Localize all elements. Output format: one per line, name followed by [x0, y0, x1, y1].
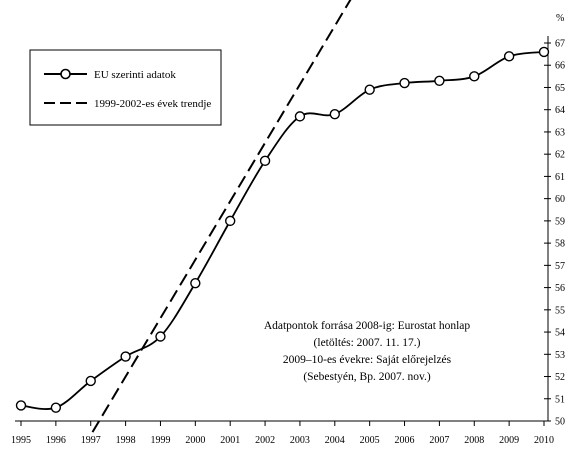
y-tick-label: 63: [555, 127, 565, 138]
y-tick-label: 64: [555, 105, 565, 116]
data-point: [259, 155, 271, 167]
data-point: [399, 77, 410, 89]
data-series: [15, 46, 550, 413]
legend-label-data-series: EU szerinti adatok: [94, 69, 176, 81]
x-tick-label: 1999: [150, 435, 170, 446]
y-tick-label: 52: [555, 372, 565, 383]
data-series-line: [20, 50, 545, 410]
annotation-line-2: (letöltés: 2007. 11. 17.): [314, 337, 421, 349]
y-tick-label: 51: [555, 394, 565, 405]
y-tick-label: 65: [555, 83, 565, 94]
y-tick-label: 67: [555, 39, 565, 50]
y-axis-ticks: 50 51 52 53 54 55 56 57 58 59 60 61 62 63 64 65 66 67: [544, 39, 565, 428]
x-tick-label: 1998: [116, 435, 136, 446]
y-tick-label: 55: [555, 305, 565, 316]
data-point: [85, 375, 96, 387]
x-axis-ticks: 1995 1996 1997 1998 1999 2000 2001 2002 2003 2004…: [11, 421, 554, 446]
data-point: [15, 400, 27, 411]
data-point: [469, 71, 480, 82]
y-tick-label: 61: [555, 172, 565, 183]
x-tick-label: 2001: [220, 435, 240, 446]
annotation-line-1: Adatpontok forrása 2008-ig: Eurostat hon…: [264, 320, 471, 332]
y-tick-label: 50: [555, 417, 565, 428]
source-annotation: Adatpontok forrása 2008-ig: Eurostat hon…: [264, 320, 471, 383]
x-tick-label: 2009: [499, 435, 519, 446]
y-tick-label: 56: [555, 283, 565, 294]
x-tick-label: 1995: [11, 435, 31, 446]
legend: EU szerinti adatok 1999-2002-es évek tre…: [29, 49, 222, 126]
x-tick-label: 2007: [429, 435, 449, 446]
y-tick-label: 53: [555, 350, 565, 361]
trend-series: [91, 0, 352, 433]
data-point: [120, 351, 131, 362]
legend-box: [29, 49, 222, 126]
data-point: [190, 277, 201, 289]
data-point: [224, 215, 236, 227]
data-point: [294, 111, 306, 122]
annotation-line-4: (Sebestyén, Bp. 2007. nov.): [303, 371, 431, 383]
y-tick-label: 66: [555, 61, 565, 72]
x-tick-label: 2006: [395, 435, 415, 446]
data-point: [155, 331, 166, 342]
y-tick-label: 62: [555, 150, 565, 161]
x-tick-label: 2004: [325, 435, 345, 446]
y-tick-label: 57: [555, 261, 565, 272]
data-point: [50, 402, 62, 413]
x-tick-label: 2002: [255, 435, 275, 446]
x-tick-label: 2000: [185, 435, 205, 446]
y-tick-label: 59: [555, 216, 565, 227]
axes: [15, 36, 549, 422]
x-tick-label: 1996: [46, 435, 66, 446]
y-tick-label: 60: [555, 194, 565, 205]
y-axis-unit-label: %: [556, 13, 564, 24]
x-tick-label: 2010: [534, 435, 554, 446]
data-point: [538, 46, 550, 58]
legend-swatch-marker: [60, 68, 71, 80]
data-point: [434, 75, 445, 87]
x-tick-label: 1997: [81, 435, 101, 446]
x-tick-label: 2003: [290, 435, 310, 446]
x-tick-label: 2008: [464, 435, 484, 446]
data-point: [329, 108, 340, 120]
data-point: [503, 51, 515, 62]
trend-line: [91, 0, 352, 433]
legend-label-trend-series: 1999-2002-es évek trendje: [94, 98, 211, 110]
data-point: [364, 84, 375, 95]
y-tick-label: 58: [555, 239, 565, 250]
annotation-line-3: 2009–10-es évekre: Saját előrejelzés: [283, 354, 452, 366]
y-tick-label: 54: [555, 328, 565, 339]
x-tick-label: 2005: [360, 435, 380, 446]
